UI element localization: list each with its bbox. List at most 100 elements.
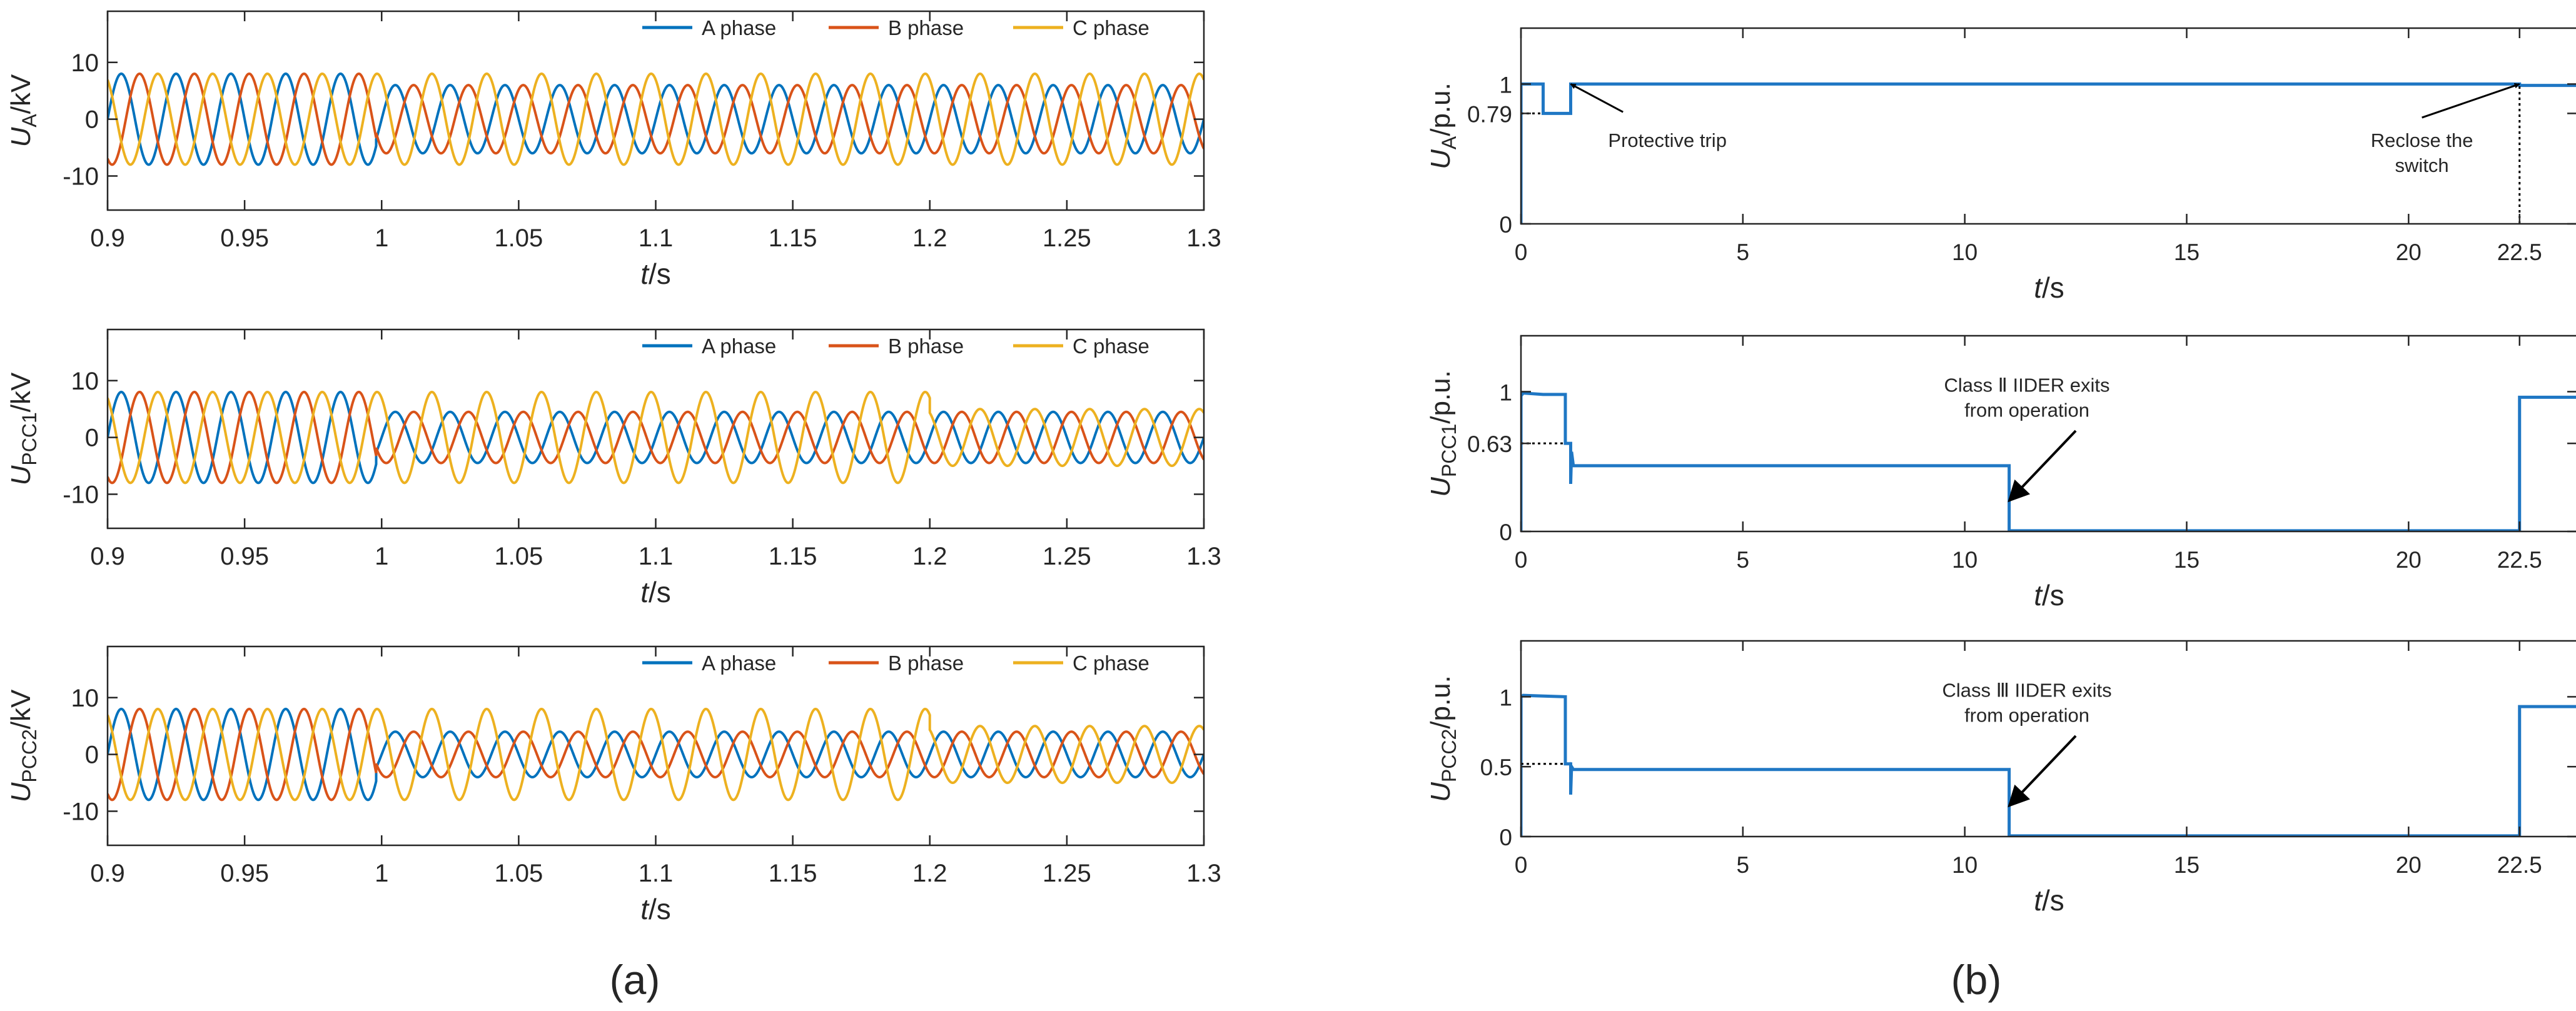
annotation-text: Class Ⅲ IIDER exits bbox=[1942, 679, 2111, 701]
y-tick-label: 0.63 bbox=[1467, 431, 1512, 457]
series-group bbox=[108, 390, 1204, 485]
plot-frame bbox=[1520, 640, 2576, 838]
plot-frame bbox=[1520, 27, 2576, 225]
y-axis-label: UPCC2/kV bbox=[6, 689, 41, 802]
legend-label-a: A phase bbox=[702, 651, 776, 675]
x-tick-label: 1.15 bbox=[769, 543, 817, 570]
x-axis-label: t/s bbox=[2034, 884, 2064, 917]
x-tick-label: 15 bbox=[2174, 852, 2200, 878]
series-c-phase bbox=[108, 390, 1204, 485]
y-tick-label: 1 bbox=[1499, 380, 1512, 405]
x-tick-label: 20 bbox=[2396, 547, 2422, 573]
y-tick-label: -10 bbox=[63, 798, 99, 825]
series-c-phase bbox=[108, 72, 1204, 166]
y-tick-label: 1 bbox=[1499, 685, 1512, 710]
y-tick-label: 10 bbox=[71, 49, 99, 77]
x-tick-label: 5 bbox=[1737, 239, 1750, 265]
annotation-text: from operation bbox=[1964, 399, 2089, 421]
y-axis-label: UPCC1/p.u. bbox=[1425, 370, 1460, 497]
x-axis-label: t/s bbox=[2034, 271, 2064, 304]
legend: A phase B phase C phase bbox=[642, 334, 1149, 358]
series-a-phase bbox=[108, 390, 1204, 485]
annotation: Protective trip bbox=[1570, 83, 1727, 151]
x-tick-label: 1.25 bbox=[1043, 543, 1091, 570]
annotation-text: switch bbox=[2395, 154, 2449, 176]
series-b-phase bbox=[108, 390, 1204, 485]
x-tick-label: 1 bbox=[375, 224, 388, 252]
plot-frame bbox=[106, 10, 1205, 211]
series-b-phase bbox=[108, 707, 1204, 802]
legend-label-b: B phase bbox=[888, 651, 964, 675]
legend: A phase B phase C phase bbox=[642, 651, 1149, 675]
y-tick-label: 0.79 bbox=[1467, 101, 1512, 127]
plot-frame bbox=[106, 645, 1205, 847]
series-b-phase bbox=[108, 72, 1204, 166]
x-tick-label: 1.15 bbox=[769, 860, 817, 887]
series-a-phase bbox=[108, 72, 1204, 166]
legend-label-c: C phase bbox=[1073, 334, 1149, 358]
x-tick-label: 0 bbox=[1515, 852, 1528, 878]
legend-label-a: A phase bbox=[702, 334, 776, 358]
annotation-text: Reclose the bbox=[2371, 129, 2473, 151]
x-tick-label: 1.2 bbox=[912, 543, 947, 570]
annotation-arrow bbox=[1570, 83, 1624, 113]
x-tick-label: 10 bbox=[1952, 239, 1977, 265]
x-tick-label: 1.3 bbox=[1186, 224, 1221, 252]
chart-a2: 0.9 0.95 1 1.05 1.1 1.15 1.2 1.25 1.3 -10 0 10 t/s UP… bbox=[6, 328, 1221, 608]
y-tick-label: 0 bbox=[1499, 825, 1512, 850]
annotation-arrow bbox=[2422, 83, 2520, 119]
y-tick-label: -10 bbox=[63, 163, 99, 190]
y-tick-label: 1 bbox=[1499, 72, 1512, 98]
x-axis-label: t/s bbox=[640, 576, 671, 608]
x-axis-label: t/s bbox=[640, 258, 671, 290]
y-axis-label: UPCC2/p.u. bbox=[1425, 675, 1460, 802]
x-tick-label: 5 bbox=[1737, 547, 1750, 573]
x-tick-label: 20 bbox=[2396, 852, 2422, 878]
x-tick-label: 22.5 bbox=[2497, 547, 2542, 573]
panel-label-b: (b) bbox=[1951, 957, 2002, 1003]
x-axis-label: t/s bbox=[640, 893, 671, 925]
annotation-arrow bbox=[2008, 735, 2077, 808]
y-axis-label: UA/kV bbox=[6, 74, 41, 147]
x-tick-label: 1.25 bbox=[1043, 860, 1091, 887]
y-tick-label: 0 bbox=[1499, 212, 1512, 238]
x-tick-label: 1.05 bbox=[494, 224, 543, 252]
panel-label-a: (a) bbox=[610, 957, 660, 1003]
annotation: Class Ⅱ IIDER exits from operation bbox=[1944, 374, 2110, 503]
legend-label-c: C phase bbox=[1073, 651, 1149, 675]
x-tick-label: 22.5 bbox=[2497, 239, 2542, 265]
x-tick-label: 1.25 bbox=[1043, 224, 1091, 252]
x-tick-label: 1.1 bbox=[639, 543, 674, 570]
annotation-text: Protective trip bbox=[1608, 129, 1727, 151]
x-tick-label: 20 bbox=[2396, 239, 2422, 265]
x-tick-label: 1.15 bbox=[769, 224, 817, 252]
y-axis-label: UPCC1/kV bbox=[6, 372, 41, 485]
x-tick-label: 5 bbox=[1737, 852, 1750, 878]
x-axis-label: t/s bbox=[2034, 579, 2064, 611]
series-c-phase bbox=[108, 707, 1204, 802]
x-tick-label: 0.9 bbox=[90, 860, 125, 887]
annotation-text: Class Ⅱ IIDER exits bbox=[1944, 374, 2110, 396]
annotation-arrow bbox=[2008, 430, 2077, 503]
series-group bbox=[108, 707, 1204, 802]
plot-frame bbox=[1520, 334, 2576, 533]
annotation-text: from operation bbox=[1964, 704, 2089, 726]
x-tick-label: 0.9 bbox=[90, 543, 125, 570]
y-tick-label: 10 bbox=[71, 685, 99, 712]
x-tick-label: 0.9 bbox=[90, 224, 125, 252]
x-tick-label: 1 bbox=[375, 860, 388, 887]
chart-a3: 0.9 0.95 1 1.05 1.1 1.15 1.2 1.25 1.3 -10 0 10 t/s UP… bbox=[6, 645, 1221, 925]
annotation: Class Ⅲ IIDER exits from operation bbox=[1942, 679, 2112, 808]
legend-label-b: B phase bbox=[888, 334, 964, 358]
chart-b1: 0 5 10 15 20 22.5 0 0.79 1 t/s UA/p.u. Protective t… bbox=[1425, 27, 2576, 304]
x-tick-label: 1.2 bbox=[912, 224, 947, 252]
y-tick-label: 0 bbox=[85, 742, 99, 769]
x-tick-label: 1.3 bbox=[1186, 543, 1221, 570]
legend-label-a: A phase bbox=[702, 16, 776, 39]
x-tick-label: 1.1 bbox=[639, 224, 674, 252]
y-tick-label: 0 bbox=[1499, 520, 1512, 545]
x-tick-label: 1.2 bbox=[912, 860, 947, 887]
x-tick-label: 0 bbox=[1515, 547, 1528, 573]
y-tick-label: 0 bbox=[85, 425, 99, 452]
